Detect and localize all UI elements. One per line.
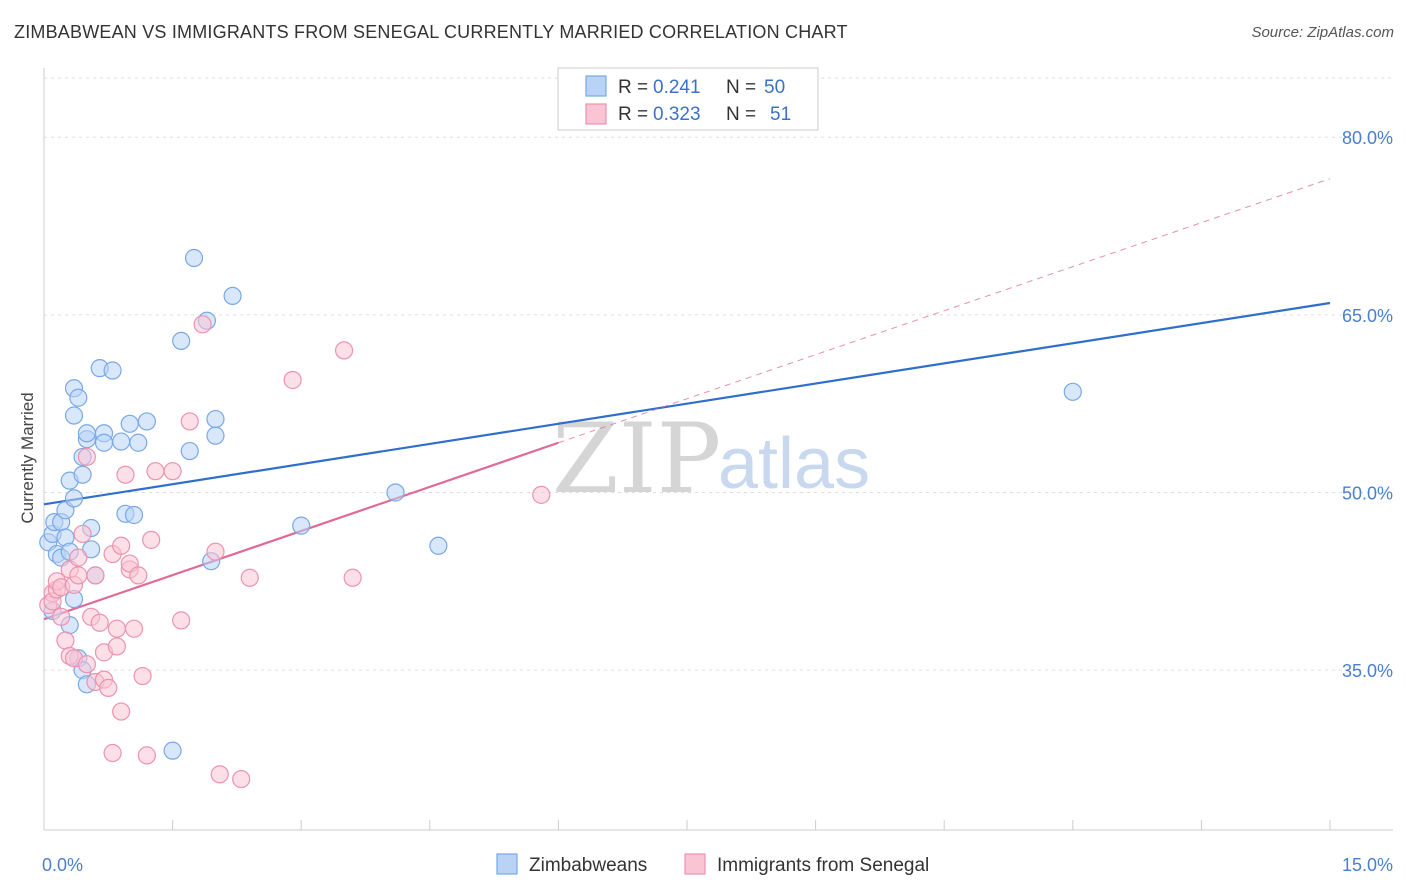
zimbabwean-point-43	[206, 409, 225, 429]
series-label-senegal: Immigrants from Senegal	[717, 855, 929, 876]
senegal-point-16	[77, 655, 96, 674]
senegal-point-44	[210, 765, 229, 784]
legend-r-label-1: R =	[618, 77, 648, 98]
senegal-point-27	[107, 637, 126, 656]
data-points	[39, 248, 1082, 789]
senegal-point-49	[343, 568, 362, 587]
zimbabwean-point-28	[94, 433, 114, 452]
series-swatch-zimbabweans	[496, 853, 518, 875]
x-tick-label-max: 15.0%	[1342, 855, 1393, 875]
zimbabwean-point-45	[292, 516, 311, 535]
senegal-point-43	[206, 542, 225, 561]
zimbabwean-point-42	[206, 426, 225, 445]
legend-r-value-1: 0.241	[653, 77, 701, 98]
senegal-point-24	[103, 743, 122, 763]
zimbabwean-point-17	[73, 465, 92, 484]
senegal-point-46	[240, 568, 259, 587]
legend-r-value-2: 0.323	[653, 104, 701, 125]
senegal-point-48	[334, 341, 354, 360]
senegal-point-35	[133, 666, 152, 686]
senegal-point-28	[112, 702, 131, 721]
zimbabwean-point-33	[124, 505, 144, 525]
senegal-point-15	[77, 447, 96, 467]
zimbabwean-point-34	[129, 433, 148, 452]
zimbabwean-point-15	[69, 388, 88, 407]
legend-swatch-pink	[585, 103, 607, 125]
zimbabwean-point-39	[184, 248, 204, 268]
senegal-point-13	[69, 548, 88, 567]
series-swatch-senegal	[684, 853, 706, 875]
x-tick-label-min: 0.0%	[42, 855, 83, 875]
trendline-0	[43, 301, 1331, 506]
source-credit: Source: ZipAtlas.com	[1251, 24, 1394, 41]
senegal-point-30	[116, 465, 135, 484]
senegal-point-20	[90, 613, 109, 632]
senegal-point-26	[107, 619, 126, 638]
zimbabwean-point-47	[429, 536, 448, 555]
legend-n-label-1: N =	[726, 77, 756, 98]
trendline-2	[558, 178, 1331, 444]
y-tick-label-1: 50.0%	[1342, 483, 1393, 503]
zimbabwean-point-35	[137, 412, 156, 431]
zimbabwean-point-13	[64, 406, 84, 425]
legend-n-label-2: N =	[726, 104, 756, 125]
y-tick-label-0: 35.0%	[1342, 661, 1393, 681]
stats-legend: R = 0.241 N = 50 R = 0.323 N = 51	[557, 67, 819, 131]
senegal-point-45	[232, 769, 251, 789]
zimbabwean-point-12	[64, 489, 84, 508]
senegal-point-50	[532, 485, 551, 504]
series-legend: Zimbabweans Immigrants from Senegal	[496, 853, 929, 876]
senegal-point-34	[129, 566, 148, 585]
trendlines	[43, 178, 1331, 621]
senegal-point-38	[146, 462, 165, 481]
senegal-point-7	[56, 631, 75, 650]
zimbabwean-point-23	[82, 540, 101, 559]
zimbabwean-point-44	[223, 286, 242, 306]
senegal-point-19	[86, 566, 105, 585]
zimbabwean-point-38	[180, 441, 199, 461]
senegal-point-6	[52, 607, 71, 626]
zimbabwean-point-29	[103, 361, 122, 380]
legend-r-label-2: R =	[618, 104, 648, 125]
legend-n-value-1: 50	[764, 77, 785, 98]
zimbabwean-point-30	[112, 432, 131, 451]
watermark-zip: ZIP	[552, 403, 721, 515]
senegal-point-29	[112, 536, 131, 555]
senegal-point-39	[163, 462, 182, 481]
zimbabwean-point-37	[172, 331, 191, 351]
legend-n-value-2: 51	[770, 104, 791, 125]
senegal-point-23	[99, 678, 118, 697]
senegal-point-41	[180, 412, 199, 431]
senegal-point-47	[283, 370, 302, 390]
senegal-point-37	[142, 530, 161, 549]
y-tick-label-2: 65.0%	[1342, 306, 1393, 326]
senegal-point-42	[193, 315, 212, 334]
zimbabwean-point-36	[163, 741, 182, 760]
legend-swatch-blue	[585, 75, 607, 97]
axes	[43, 68, 1393, 831]
zimbabwean-point-46	[386, 483, 405, 502]
senegal-point-36	[137, 746, 156, 765]
senegal-point-40	[172, 611, 191, 630]
y-axis-label: Currently Married	[18, 392, 37, 523]
watermark-atlas: atlas	[718, 424, 870, 504]
senegal-point-33	[124, 619, 144, 638]
zimbabwean-point-32	[120, 414, 139, 433]
chart-title: ZIMBABWEAN VS IMMIGRANTS FROM SENEGAL CU…	[14, 22, 848, 42]
gridlines: 35.0% 50.0% 65.0% 80.0%	[44, 77, 1393, 681]
y-tick-label-3: 80.0%	[1342, 128, 1393, 148]
zimbabwean-point-48	[1063, 382, 1082, 401]
senegal-point-14	[73, 524, 92, 544]
series-label-zimbabweans: Zimbabweans	[529, 855, 647, 876]
zimbabwean-point-22	[77, 424, 96, 443]
senegal-point-12	[69, 566, 88, 585]
